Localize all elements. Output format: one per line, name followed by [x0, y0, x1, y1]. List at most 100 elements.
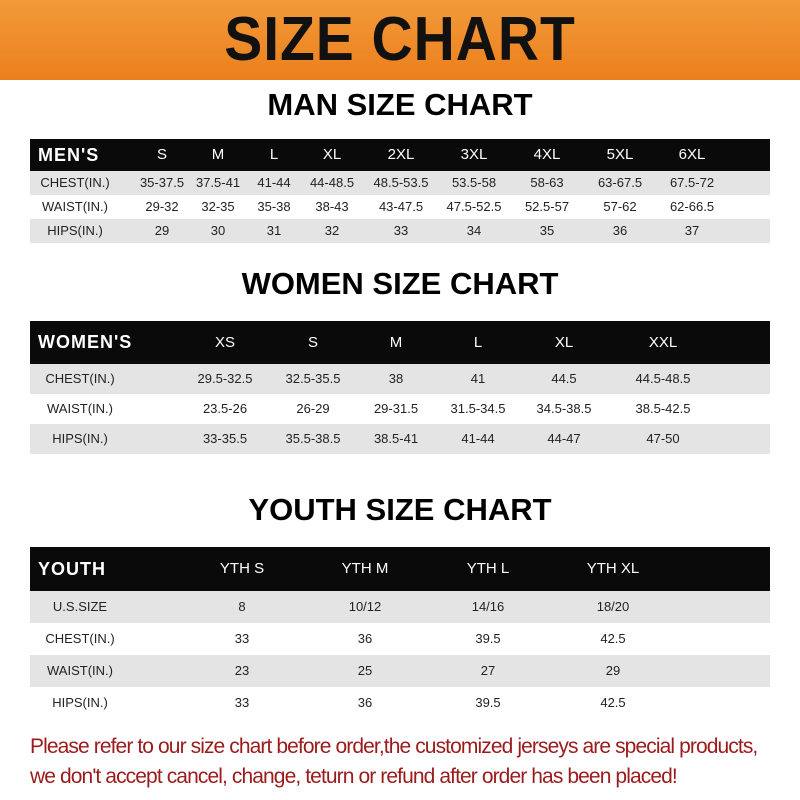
table-row: HIPS(IN.) 33 36 39.5 42.5	[30, 687, 770, 719]
row-label: WAIST(IN.)	[47, 401, 113, 416]
table-cell: 27	[480, 663, 496, 678]
table-row: CHEST(IN.) 33 36 39.5 42.5	[30, 623, 770, 655]
youth-section-title: YOUTH SIZE CHART	[248, 492, 552, 527]
row-label: WAIST(IN.)	[47, 663, 113, 678]
table-cell: 36	[612, 223, 628, 238]
table-cell: YTH M	[341, 560, 389, 577]
table-cell: 6XL	[678, 146, 706, 163]
table-cell: 18/20	[596, 599, 630, 614]
table-cell: 34.5-38.5	[536, 401, 592, 416]
table-cell: 29-31.5	[373, 401, 419, 416]
table-cell: 23	[234, 663, 250, 678]
table-row: HIPS(IN.) 29 30 31 32 33 34 35 36 37	[30, 219, 770, 243]
table-cell: 47.5-52.5	[446, 199, 502, 214]
table-cell: 41-44	[461, 431, 495, 446]
table-header-row: MEN'S S M L XL 2XL 3XL 4XL 5XL 6XL	[30, 139, 770, 171]
table-cell: 23.5-26	[202, 401, 248, 416]
table-cell: 48.5-53.5	[373, 175, 429, 190]
row-label: U.S.SIZE	[52, 599, 108, 614]
table-cell: XXL	[648, 334, 678, 351]
table-cell: 34	[466, 223, 482, 238]
table-cell: 35-37.5	[139, 175, 185, 190]
table-cell: 33	[234, 631, 250, 646]
table-cell: L	[269, 146, 279, 163]
row-label: CHEST(IN.)	[45, 371, 115, 386]
table-cell: 29-32	[145, 199, 179, 214]
men-section-title: MAN SIZE CHART	[267, 87, 533, 122]
table-cell: L	[473, 334, 483, 351]
table-cell: 44-48.5	[309, 175, 355, 190]
banner: SIZE CHART	[0, 0, 800, 80]
table-cell: S	[156, 146, 168, 163]
table-cell: XL	[322, 146, 342, 163]
table-cell: 57-62	[603, 199, 637, 214]
table-cell: 29	[154, 223, 170, 238]
table-cell: 2XL	[387, 146, 415, 163]
table-cell: 53.5-58	[451, 175, 497, 190]
table-cell: 62-66.5	[669, 199, 715, 214]
table-cell: 8	[238, 599, 246, 614]
row-label: CHEST(IN.)	[40, 175, 110, 190]
table-cell: 38.5-41	[373, 431, 419, 446]
table-cell: YTH S	[219, 560, 265, 577]
row-label: HIPS(IN.)	[52, 431, 108, 446]
table-cell: 14/16	[471, 599, 505, 614]
table-cell: 35-38	[257, 199, 291, 214]
table-cell: XL	[554, 334, 574, 351]
table-cell: 38.5-42.5	[635, 401, 691, 416]
table-cell: 25	[357, 663, 373, 678]
table-cell: 5XL	[606, 146, 634, 163]
row-label: MEN'S	[38, 145, 100, 165]
table-cell: 10/12	[348, 599, 382, 614]
table-row: HIPS(IN.) 33-35.5 35.5-38.5 38.5-41 41-44 44-…	[30, 424, 770, 454]
table-cell: YTH XL	[586, 560, 640, 577]
notice-line-2: we don't accept cancel, change, teturn o…	[30, 765, 678, 788]
table-cell: 42.5	[600, 631, 626, 646]
table-cell: 32	[324, 223, 340, 238]
notice-line-1: Please refer to our size chart before or…	[30, 735, 758, 758]
table-row: CHEST(IN.) 35-37.5 37.5-41 41-44 44-48.5 48.5…	[30, 171, 770, 195]
table-cell: 32.5-35.5	[285, 371, 341, 386]
table-cell: 35.5-38.5	[285, 431, 341, 446]
table-cell: 38-43	[315, 199, 349, 214]
women-section-title: WOMEN SIZE CHART	[241, 266, 559, 301]
table-cell: 39.5	[475, 695, 501, 710]
table-cell: 33	[234, 695, 250, 710]
table-cell: 31	[266, 223, 282, 238]
table-cell: 29.5-32.5	[197, 371, 253, 386]
table-row: WAIST(IN.) 29-32 32-35 35-38 38-43 43-47.5 47.…	[30, 195, 770, 219]
table-cell: 4XL	[533, 146, 561, 163]
row-label: WOMEN'S	[38, 332, 133, 352]
table-cell: 35	[539, 223, 555, 238]
table-cell: 43-47.5	[378, 199, 424, 214]
table-cell: S	[307, 334, 319, 351]
table-cell: 63-67.5	[597, 175, 643, 190]
table-cell: 44.5	[551, 371, 577, 386]
table-cell: 44-47	[547, 431, 581, 446]
table-cell: XS	[214, 334, 236, 351]
table-cell: 58-63	[530, 175, 564, 190]
table-cell: M	[389, 334, 403, 351]
table-row: U.S.SIZE 8 10/12 14/16 18/20	[30, 591, 770, 623]
row-label: YOUTH	[38, 559, 106, 579]
table-cell: 32-35	[201, 199, 235, 214]
table-cell: 37.5-41	[195, 175, 241, 190]
table-cell: 67.5-72	[669, 175, 715, 190]
table-cell: YTH L	[466, 560, 510, 577]
table-cell: 33-35.5	[202, 431, 248, 446]
table-row: WAIST(IN.) 23 25 27 29	[30, 655, 770, 687]
table-row: CHEST(IN.) 29.5-32.5 32.5-35.5 38 41 44.5 44.5…	[30, 364, 770, 394]
table-header-row: WOMEN'S XS S M L XL XXL	[30, 321, 770, 364]
row-label: HIPS(IN.)	[47, 223, 103, 238]
table-cell: M	[211, 146, 225, 163]
table-cell: 3XL	[460, 146, 488, 163]
table-cell: 36	[357, 631, 373, 646]
banner-title: SIZE CHART	[224, 5, 576, 74]
table-row: WAIST(IN.) 23.5-26 26-29 29-31.5 31.5-34.5 34…	[30, 394, 770, 424]
table-cell: 30	[210, 223, 226, 238]
table-cell: 41	[470, 371, 486, 386]
table-cell: 37	[684, 223, 700, 238]
table-cell: 52.5-57	[524, 199, 570, 214]
table-cell: 36	[357, 695, 373, 710]
table-cell: 31.5-34.5	[450, 401, 506, 416]
